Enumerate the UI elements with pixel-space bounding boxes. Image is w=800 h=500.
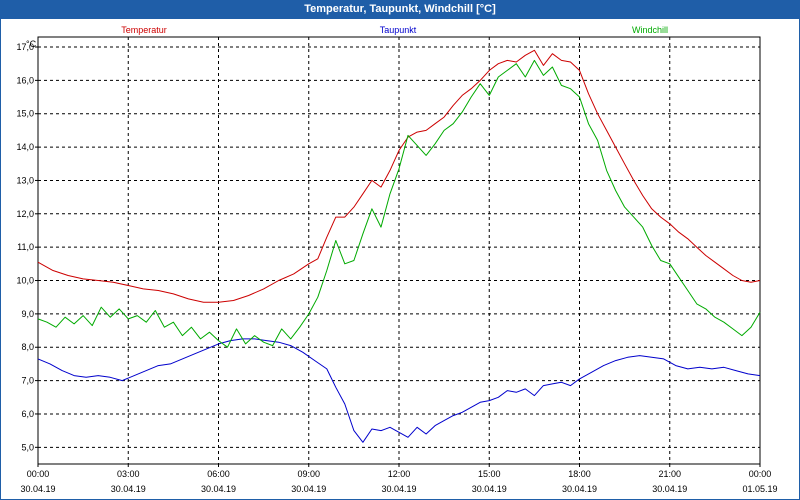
y-tick-label: 12,0 [16,209,34,219]
y-tick-label: 15,0 [16,109,34,119]
y-tick-label: 6,0 [21,409,34,419]
y-tick-label: 11,0 [17,242,34,252]
x-tick-date: 30.04.19 [381,484,416,494]
x-tick-date: 01.05.19 [742,484,777,494]
y-tick-label: 8,0 [21,342,34,352]
x-tick-date: 30.04.19 [201,484,236,494]
y-tick-label: 17,0 [16,42,34,52]
series-lines [37,49,761,443]
gridlines [38,37,760,464]
series-line-temperatur [37,49,761,303]
y-tick-label: 7,0 [21,376,34,386]
x-tick-time: 18:00 [568,469,591,479]
y-tick-label: 16,0 [16,75,34,85]
x-tick-date: 30.04.19 [111,484,146,494]
y-tick-label: 9,0 [21,309,34,319]
x-tick-time: 09:00 [297,469,320,479]
x-tick-time: 00:00 [749,469,772,479]
legend-taupunkt: Taupunkt [380,25,417,35]
series-line-windchill [37,59,761,348]
y-tick-label: 13,0 [16,175,34,185]
x-tick-time: 21:00 [658,469,681,479]
y-tick-label: 5,0 [21,442,34,452]
x-tick-date: 30.04.19 [652,484,687,494]
x-tick-time: 00:00 [27,469,50,479]
x-tick-date: 30.04.19 [20,484,55,494]
x-tick-time: 15:00 [478,469,501,479]
y-tick-label: 10,0 [16,276,34,286]
y-tick-label: 14,0 [16,142,34,152]
x-tick-date: 30.04.19 [562,484,597,494]
y-axis: 17,0 16,0 15,0 14,0 13,0 12,0 11,0 10,0 9,0 8,0 7,… [16,42,38,452]
window-title: Temperatur, Taupunkt, Windchill [°C] [0,0,800,18]
x-tick-time: 03:00 [117,469,140,479]
legend-temperatur: Temperatur [121,25,167,35]
x-tick-time: 12:00 [388,469,411,479]
legend-windchill: Windchill [632,25,668,35]
series-line-taupunkt [37,338,761,443]
x-tick-date: 30.04.19 [291,484,326,494]
x-tick-time: 06:00 [207,469,230,479]
x-tick-date: 30.04.19 [472,484,507,494]
y-axis-unit: °C [26,39,37,49]
x-axis: 00:00 30.04.19 03:00 30.04.19 06:00 30.04.19 0… [20,464,778,494]
